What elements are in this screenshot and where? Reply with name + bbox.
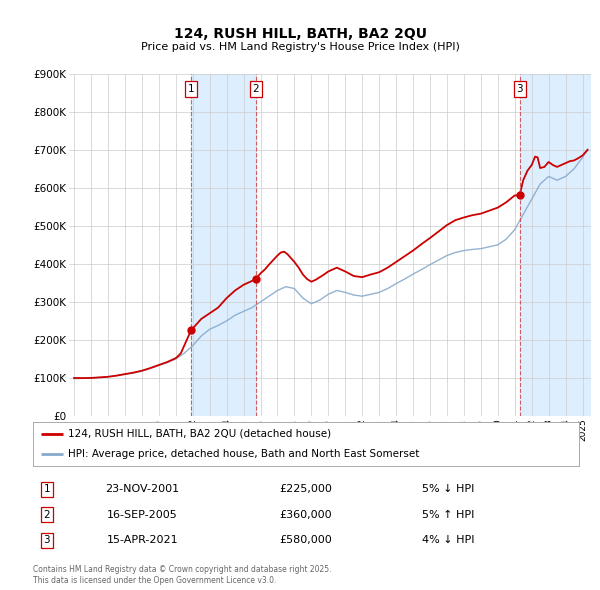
- Text: 124, RUSH HILL, BATH, BA2 2QU (detached house): 124, RUSH HILL, BATH, BA2 2QU (detached …: [68, 429, 332, 439]
- Text: 1: 1: [188, 84, 194, 94]
- Text: 1: 1: [43, 484, 50, 494]
- Text: 5% ↓ HPI: 5% ↓ HPI: [422, 484, 474, 494]
- Text: 4% ↓ HPI: 4% ↓ HPI: [422, 536, 474, 545]
- Bar: [191, 74, 256, 416]
- Text: £225,000: £225,000: [280, 484, 332, 494]
- Text: 15-APR-2021: 15-APR-2021: [106, 536, 178, 545]
- Text: 5% ↑ HPI: 5% ↑ HPI: [422, 510, 474, 520]
- Text: 3: 3: [517, 84, 523, 94]
- Text: 16-SEP-2005: 16-SEP-2005: [107, 510, 178, 520]
- Text: £360,000: £360,000: [280, 510, 332, 520]
- Text: 2: 2: [253, 84, 259, 94]
- Text: Contains HM Land Registry data © Crown copyright and database right 2025.
This d: Contains HM Land Registry data © Crown c…: [33, 565, 331, 585]
- Text: £580,000: £580,000: [280, 536, 332, 545]
- Text: Price paid vs. HM Land Registry's House Price Index (HPI): Price paid vs. HM Land Registry's House …: [140, 42, 460, 52]
- Text: 3: 3: [43, 536, 50, 545]
- Text: 2: 2: [43, 510, 50, 520]
- Bar: [520, 74, 591, 416]
- Text: HPI: Average price, detached house, Bath and North East Somerset: HPI: Average price, detached house, Bath…: [68, 449, 420, 459]
- Text: 23-NOV-2001: 23-NOV-2001: [105, 484, 179, 494]
- Text: 124, RUSH HILL, BATH, BA2 2QU: 124, RUSH HILL, BATH, BA2 2QU: [173, 27, 427, 41]
